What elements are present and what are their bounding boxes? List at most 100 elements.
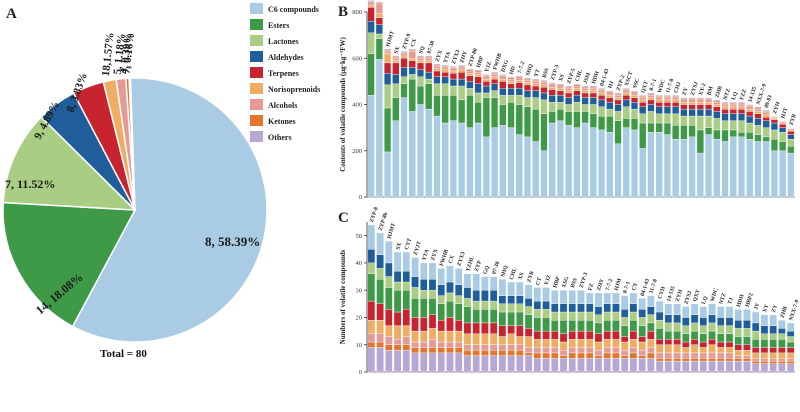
chart-c-bar-terpenes [673,339,681,345]
chart-c-bar-norisoprenoids [594,341,603,351]
chart-b-bar-esters [466,95,474,128]
chart-c-bar-alcohols [725,352,734,359]
chart-b-bar-others [713,99,721,102]
chart-b-category-label: 07-38 [426,40,436,54]
chart-b-bar-lactones [581,104,589,112]
chart-c-bar-lactones [620,317,629,326]
chart-b-bar-norisoprenoids [400,55,408,59]
chart-b-bar-terpenes [392,62,400,75]
chart-b-bar-terpenes [499,81,507,89]
chart-c-category-label: XY [762,304,770,314]
chart-b-y-tick-label: 800 [352,9,362,16]
chart-b-bar-norisoprenoids [458,69,466,73]
chart-c-bar-terpenes [385,309,393,326]
chart-b-bar-lactones [416,76,425,87]
chart-b-bar-terpenes [630,97,639,103]
chart-b-bar-esters [392,97,400,121]
chart-c-bar-aldehydes [751,322,760,332]
chart-b-bar-alcohols [746,106,754,110]
chart-b-bar-lactones [779,132,787,142]
chart-b-bar-norisoprenoids [491,76,499,80]
chart-b-bar-norisoprenoids [754,111,762,114]
chart-b-bar-esters [416,85,425,105]
chart-c-category-label: SHQ [500,264,510,278]
chart-b-bar-aldehydes [639,106,647,114]
chart-b-bar-c6-compounds [408,111,416,198]
chart-b-bar-c6-compounds [392,120,400,198]
chart-b-category-label: ZY [682,87,690,96]
chart-b-bar-others [762,110,770,112]
chart-b-bar-lactones [705,115,713,128]
chart-b-bar-lactones [507,95,515,103]
chart-c-bar-c6-compounds [647,295,655,307]
chart-c-bar-terpenes [437,320,446,332]
chart-b-bar-lactones [737,120,746,133]
chart-c-bar-terpenes [682,341,690,348]
chart-c-bar-alcohols [481,344,489,351]
chart-b-bar-c6-compounds [548,122,556,198]
chart-c-bar-esters [437,303,446,321]
chart-b-bar-aldehydes [482,85,490,94]
chart-b-bar-others [384,48,392,51]
chart-c-category-label: CT [535,277,543,287]
chart-c-bar-ketones [446,347,454,354]
chart-b-bar-esters [458,99,466,124]
chart-c-bar-lactones [437,295,446,304]
chart-b-bar-lactones [598,106,606,117]
chart-c-bar-aldehydes [760,325,769,334]
chart-c-bar-c6-compounds [708,303,716,315]
chart-c-bar-alcohols [682,352,690,359]
chart-b-bar-alcohols [367,2,375,6]
chart-b-bar-aldehydes [507,88,515,96]
chart-b-category-label: 7-7-2 [517,61,527,75]
chart-c-bar-esters [402,290,411,310]
chart-c-bar-aldehydes [420,279,428,291]
chart-c-bar-aldehydes [367,249,376,264]
chart-c-bar-lactones [385,276,393,288]
chart-b-bar-terpenes [663,102,671,107]
chart-b-category-label: XS [558,74,566,83]
chart-c-bar-norisoprenoids [786,352,795,359]
chart-b-bar-norisoprenoids [696,102,704,105]
chart-b-bar-lactones [384,84,392,109]
chart-c-bar-esters [489,309,498,324]
chart-c-bar-esters [620,325,629,337]
chart-c-bar-c6-compounds [489,276,498,291]
chart-b-bar-others [770,115,778,117]
chart-c-bar-aldehydes [647,306,655,315]
chart-c-bar-esters [708,330,716,340]
chart-b-bar-aldehydes [746,115,754,124]
chart-b-category-label: SX [394,46,402,55]
chart-b-bar-norisoprenoids [532,83,540,87]
chart-c-bar-terpenes [620,336,629,343]
chart-c-bar-esters [481,309,489,324]
chart-c-bar-norisoprenoids [655,344,664,354]
chart-c-bar-others [751,363,760,373]
chart-c-bar-norisoprenoids [507,333,515,345]
chart-c-bar-aldehydes [402,270,411,283]
chart-b-bar-terpenes [474,76,482,84]
chart-c-bar-norisoprenoids [559,341,568,351]
chart-c-bar-terpenes [778,347,786,354]
chart-c-bar-lactones [428,290,437,299]
chart-b-category-label: QXT [640,80,650,94]
chart-c-bar-alcohols [664,352,673,359]
chart-c-category-label: 7-7-2 [605,278,615,292]
chart-b-bar-esters [375,38,383,60]
chart-c-bar-norisoprenoids [629,339,638,348]
chart-b-bar-lactones [474,92,482,103]
legend-swatch-alcohols [250,99,263,110]
chart-c-bar-norisoprenoids [385,325,393,337]
chart-b-bar-alcohols [663,97,671,101]
chart-b-y-tick-label: 200 [352,148,362,155]
chart-c-category-label: ZYH [675,288,685,302]
chart-c-category-label: SX [395,242,403,251]
chart-b-bar-c6-compounds [556,120,564,198]
chart-c-bar-ketones [454,347,463,354]
chart-c-bar-aldehydes [551,303,559,313]
chart-b-bar-esters [713,129,721,140]
chart-c-bar-esters [751,339,760,348]
chart-b-bar-terpenes [449,73,457,80]
chart-b-bar-alcohols [408,51,416,59]
chart-b-bar-terpenes [507,83,515,89]
